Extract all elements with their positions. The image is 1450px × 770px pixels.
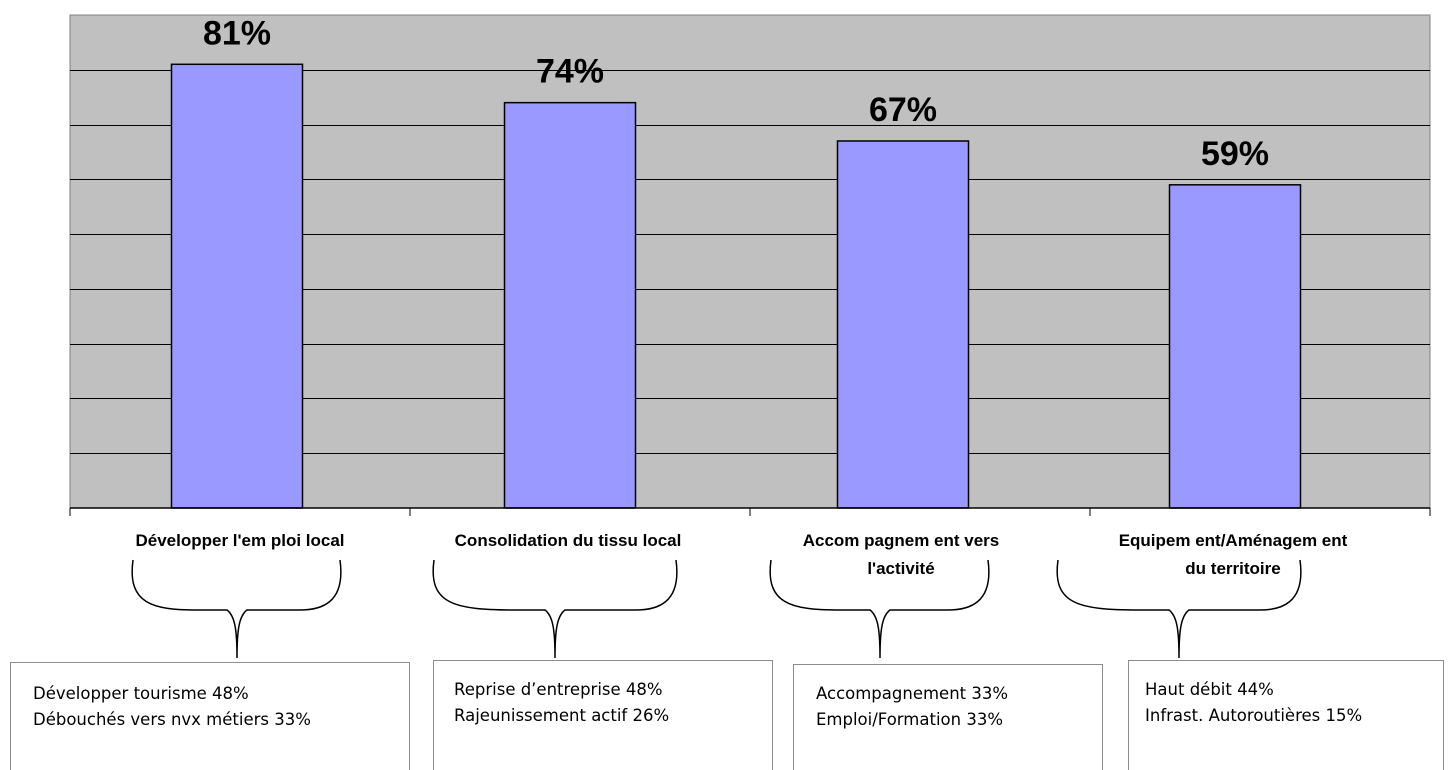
detail-line: Haut débit 44% xyxy=(1145,680,1274,699)
detail-line: Emploi/Formation 33% xyxy=(816,710,1003,729)
category-labels: Développer l'em ploi local Consolidation … xyxy=(135,531,1347,578)
x-axis xyxy=(69,507,1431,516)
detail-box-3: Accompagnement 33% Emploi/Formation 33% xyxy=(793,664,1103,770)
value-labels: 81% 74% 67% 59% xyxy=(203,14,1269,173)
detail-box-2: Reprise d’entreprise 48% Rajeunissement … xyxy=(433,660,773,770)
data-label: 67% xyxy=(869,91,937,129)
data-label: 59% xyxy=(1201,135,1269,173)
tick-label: du territoire xyxy=(1185,559,1280,578)
tick-label: Accom pagnem ent vers xyxy=(803,531,1000,550)
bars xyxy=(170,63,1302,509)
data-label: 81% xyxy=(203,14,271,52)
detail-line: Infrast. Autoroutières 15% xyxy=(1145,706,1363,725)
detail-line: Rajeunissement actif 26% xyxy=(454,706,670,725)
tick-label: Equipem ent/Aménagem ent xyxy=(1119,531,1348,550)
tick-label: l'activité xyxy=(867,559,934,578)
brace xyxy=(1056,559,1302,659)
bar xyxy=(836,140,970,509)
bar xyxy=(1168,184,1302,509)
detail-box-4: Haut débit 44% Infrast. Autoroutières 15… xyxy=(1128,660,1444,770)
tick-label: Développer l'em ploi local xyxy=(135,531,344,550)
bar xyxy=(170,63,304,509)
brace xyxy=(432,559,678,659)
data-label: 74% xyxy=(536,53,604,91)
detail-line: Développer tourisme 48% xyxy=(33,684,249,703)
detail-line: Accompagnement 33% xyxy=(816,684,1009,703)
brace xyxy=(769,559,990,659)
detail-line: Débouchés vers nvx métiers 33% xyxy=(33,710,311,729)
tick-label: Consolidation du tissu local xyxy=(455,531,682,550)
bar xyxy=(503,101,637,509)
brace xyxy=(131,559,342,659)
detail-box-1: Développer tourisme 48% Débouchés vers n… xyxy=(10,662,410,770)
detail-line: Reprise d’entreprise 48% xyxy=(454,680,663,699)
braces xyxy=(131,559,1302,659)
